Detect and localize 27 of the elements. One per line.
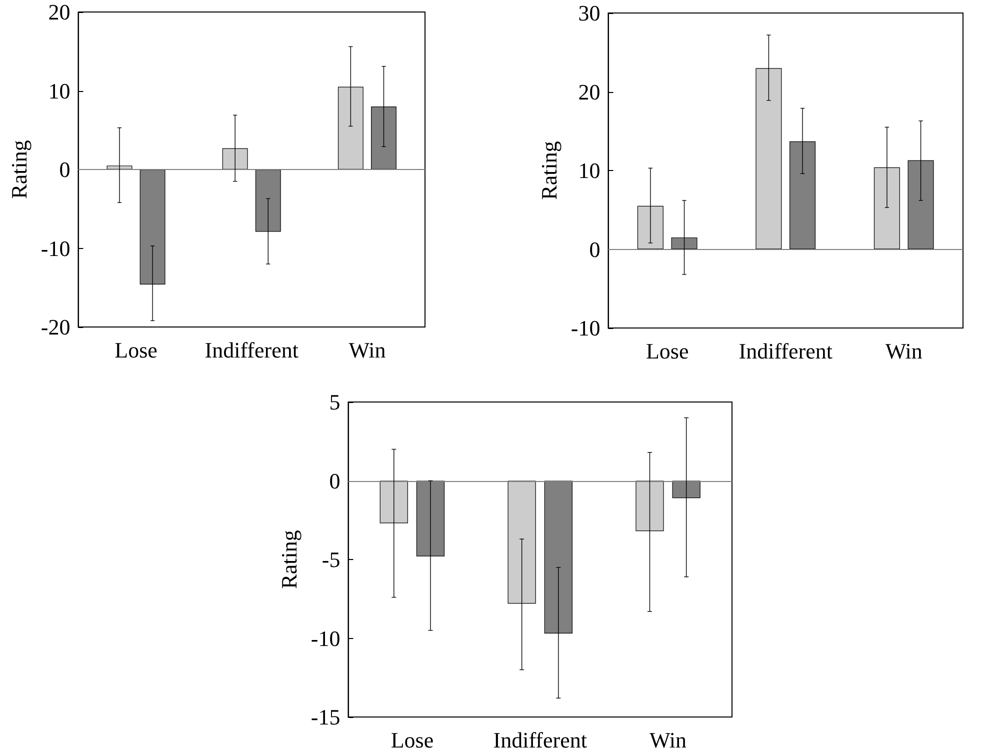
y-tick-label: -5 xyxy=(322,547,340,572)
y-axis-title: Rating xyxy=(276,530,302,589)
x-tick-label: Win xyxy=(348,338,386,362)
x-tick-label: Lose xyxy=(646,338,689,364)
y-tick-label: 10 xyxy=(578,158,600,183)
y-tick-label: 5 xyxy=(329,390,340,414)
x-tick-label: Indifferent xyxy=(738,338,832,364)
y-tick-label: 30 xyxy=(578,0,600,26)
y-tick-label: -10 xyxy=(40,236,70,261)
x-tick-label: Win xyxy=(885,338,922,364)
y-tick-label: -15 xyxy=(310,704,340,730)
y-tick-label: 0 xyxy=(59,157,70,182)
y-tick-label: 20 xyxy=(48,0,70,24)
x-tick-label: Lose xyxy=(114,338,158,362)
y-tick-label: -10 xyxy=(570,316,600,340)
y-tick-label: 10 xyxy=(48,78,70,104)
y-axis-title: Rating xyxy=(536,141,562,200)
y-tick-label: 20 xyxy=(578,79,600,104)
y-tick-label: 0 xyxy=(589,236,600,262)
x-tick-label: Indifferent xyxy=(204,338,298,362)
y-tick-label: -10 xyxy=(310,626,340,651)
y-tick-label: 0 xyxy=(329,468,340,494)
x-tick-label: Indifferent xyxy=(493,728,587,751)
y-axis-title: Rating xyxy=(6,140,32,199)
x-tick-label: Win xyxy=(650,728,687,751)
x-tick-label: Lose xyxy=(390,728,434,751)
y-tick-label: -20 xyxy=(40,314,70,340)
